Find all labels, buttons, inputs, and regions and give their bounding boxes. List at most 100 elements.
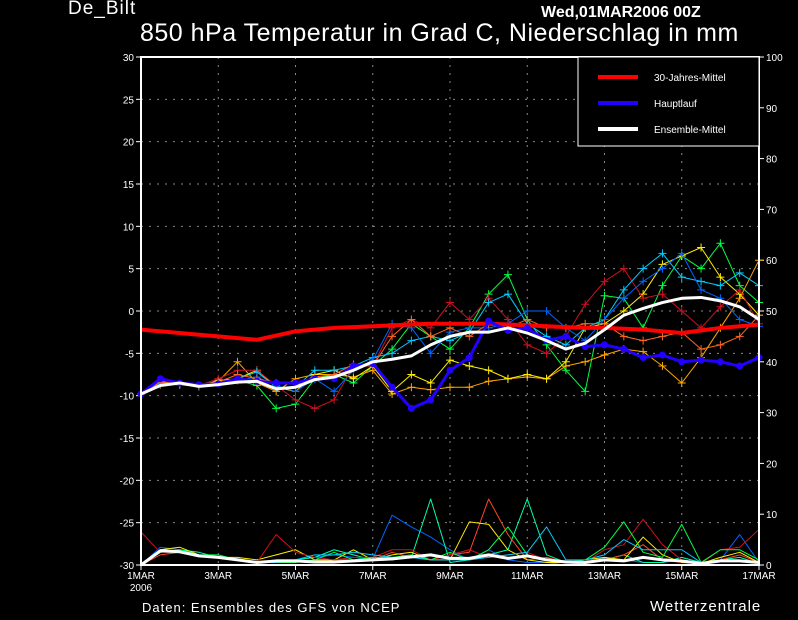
x-tick-label: 11MAR <box>511 571 544 582</box>
member-point <box>407 315 416 324</box>
member-point <box>697 277 706 286</box>
member-point <box>542 374 551 383</box>
member-point <box>658 264 667 273</box>
y-tick-label-left: -20 <box>120 476 135 487</box>
main-run-point <box>234 375 242 383</box>
main-run-point <box>620 345 628 353</box>
member-point <box>677 273 686 282</box>
member-point <box>465 332 474 341</box>
member-point <box>523 370 532 379</box>
y-tick-label-right: 100 <box>766 53 783 64</box>
member-point <box>523 340 532 349</box>
member-point <box>658 362 667 371</box>
x-tick-label: 7MAR <box>359 571 387 582</box>
x-tick-label: 13MAR <box>588 571 621 582</box>
member-point <box>581 357 590 366</box>
main-run-point <box>388 383 396 391</box>
member-point <box>677 249 686 258</box>
member-point <box>639 264 648 273</box>
x-tick-label: 15MAR <box>665 571 698 582</box>
member-point <box>735 315 744 324</box>
main-run-point <box>427 396 435 404</box>
main-run-point <box>658 351 666 359</box>
member-point <box>600 351 609 360</box>
legend: 30-Jahres-Mittel Hauptlauf Ensemble-Mittel <box>577 56 760 147</box>
member-point <box>503 374 512 383</box>
ensemble-mean-line <box>140 295 760 396</box>
member-point <box>658 281 667 290</box>
x-year-label: 2006 <box>130 583 153 594</box>
member-point <box>581 300 590 309</box>
member-point <box>484 377 493 386</box>
member-point <box>716 281 725 290</box>
main-run-point <box>272 379 280 387</box>
precip-mean-line <box>140 549 760 567</box>
y-tick-label-left: 10 <box>123 222 135 233</box>
y-tick-label-left: 25 <box>123 95 135 106</box>
y-tick-label-right: 30 <box>766 409 778 420</box>
member-point <box>619 264 628 273</box>
y-tick-label-right: 40 <box>766 358 778 369</box>
member-point <box>658 290 667 299</box>
member-point <box>658 332 667 341</box>
member-point <box>716 302 725 311</box>
member-point <box>600 277 609 286</box>
plot-frame <box>140 56 760 566</box>
y-tick-label-right: 50 <box>766 307 778 318</box>
y-tick-label-right: 70 <box>766 205 778 216</box>
member-point <box>561 357 570 366</box>
main-run-point <box>523 324 531 332</box>
member-point <box>619 332 628 341</box>
member-point <box>716 340 725 349</box>
member-point <box>426 332 435 341</box>
member-point <box>349 374 358 383</box>
y-tick-label-left: -5 <box>125 349 134 360</box>
member-point <box>503 290 512 299</box>
y-tick-label-right: 0 <box>766 561 772 572</box>
member-point <box>542 307 551 315</box>
main-run-point <box>736 362 744 370</box>
member-point <box>407 336 416 345</box>
member-point <box>465 383 474 392</box>
x-tick-label: 3MAR <box>204 571 232 582</box>
member-point <box>330 387 339 396</box>
member-point <box>388 332 397 341</box>
member-point <box>716 239 725 248</box>
member-point <box>542 349 551 358</box>
member-point <box>484 298 493 307</box>
member-point <box>446 356 454 365</box>
y-tick-label-left: 20 <box>123 138 135 149</box>
member-point <box>233 357 242 366</box>
y-tick-label-left: 0 <box>128 307 134 318</box>
y-tick-label-right: 80 <box>766 155 778 166</box>
member-point <box>330 395 339 404</box>
member-point <box>426 378 435 387</box>
member-point <box>446 298 454 307</box>
member-point <box>639 294 648 303</box>
brand-label: Wetterzentrale <box>650 598 762 615</box>
y-tick-label-left: 5 <box>128 265 134 276</box>
main-run-point <box>485 317 493 325</box>
member-point <box>291 395 300 404</box>
member-point <box>407 370 416 379</box>
member-point <box>677 378 686 387</box>
main-run-point <box>716 358 724 366</box>
y-tick-label-left: 15 <box>123 180 135 191</box>
member-point <box>619 294 628 303</box>
member-point <box>581 387 590 396</box>
member-point <box>446 383 454 392</box>
station-name: De_Bilt <box>68 0 137 19</box>
x-tick-label: 9MAR <box>436 571 464 582</box>
member-point <box>310 366 319 375</box>
member-point <box>272 404 281 413</box>
member-point <box>503 270 512 279</box>
climate-line <box>140 321 760 342</box>
x-tick-label: 5MAR <box>282 571 310 582</box>
member-point <box>600 291 609 300</box>
member-point <box>735 285 744 294</box>
member-point <box>658 249 667 258</box>
x-tick-label: 1MAR <box>127 571 155 582</box>
legend-label: Ensemble-Mittel <box>654 125 726 136</box>
y-tick-label-right: 20 <box>766 459 778 470</box>
